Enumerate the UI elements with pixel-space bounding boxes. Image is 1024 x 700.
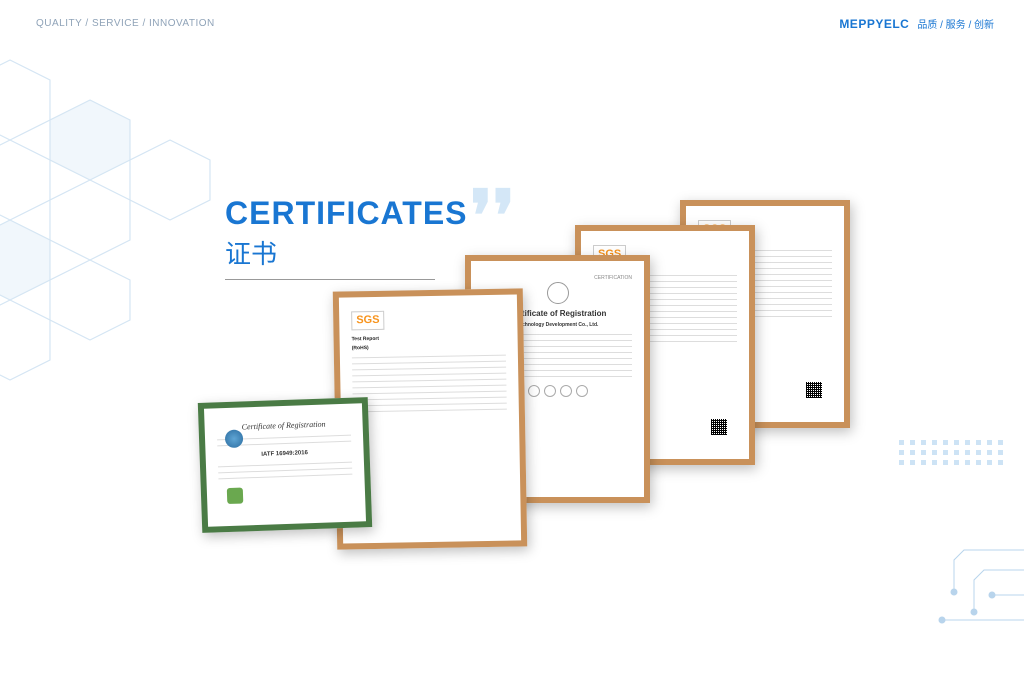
cert-subtitle: (RoHS): [352, 343, 506, 353]
certificate-iatf: Certificate of Registration IATF 16949:2…: [198, 397, 372, 533]
header-tagline-cn: 品质 / 服务 / 创新: [917, 16, 994, 31]
cert-seal-icon: [547, 282, 569, 304]
cert-body: [218, 459, 352, 479]
cert-logo-label: CERTIFICATION: [483, 275, 632, 282]
cert-title: Test Report: [352, 334, 506, 344]
header-right: MEPPYELC 品质 / 服务 / 创新: [839, 16, 994, 31]
circuit-decoration: [904, 540, 1024, 640]
sgs-logo: SGS: [351, 311, 385, 331]
brand-logo: MEPPYELC: [839, 17, 909, 31]
qr-code-icon: [711, 419, 727, 435]
cert-seal-icon: [227, 487, 244, 504]
qr-code-icon: [806, 382, 822, 398]
dot-grid-decoration: [899, 440, 1004, 465]
certificates-stage: SGS SGS CERTIFICATION: [175, 200, 955, 620]
cert-body: [352, 353, 507, 413]
header-tagline-en: QUALITY / SERVICE / INNOVATION: [36, 18, 215, 29]
